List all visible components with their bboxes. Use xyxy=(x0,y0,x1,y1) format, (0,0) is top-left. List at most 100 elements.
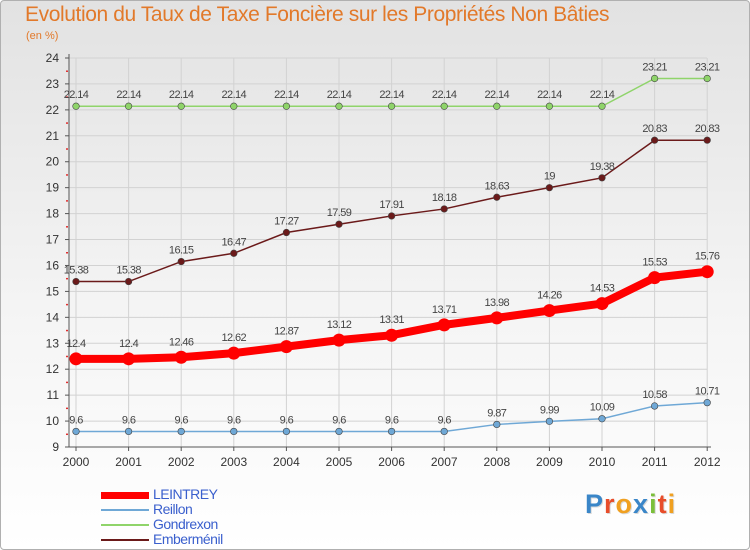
data-point xyxy=(332,333,346,347)
y-minor-tick xyxy=(66,381,68,384)
data-point xyxy=(388,212,396,220)
data-label: 9.6 xyxy=(385,414,399,426)
legend-swatch xyxy=(101,491,149,499)
data-label: 16.47 xyxy=(222,236,247,248)
y-minor-tick xyxy=(66,252,68,254)
y-minor-tick xyxy=(66,277,68,280)
series-lines xyxy=(69,74,714,436)
y-tick-label: 11 xyxy=(47,388,60,402)
y-tick-label: 22 xyxy=(46,103,60,117)
data-label: 22.14 xyxy=(169,89,194,101)
x-tick-label: 2009 xyxy=(536,455,563,469)
data-point xyxy=(545,417,554,425)
x-tick-label: 2008 xyxy=(483,455,510,469)
data-label: 18.63 xyxy=(485,180,510,192)
data-label: 9.6 xyxy=(227,414,241,426)
y-minor-tick xyxy=(66,407,68,410)
data-point xyxy=(598,102,606,110)
data-point xyxy=(493,193,501,201)
data-point xyxy=(648,271,662,285)
data-label: 9.87 xyxy=(487,407,506,419)
data-point xyxy=(72,427,80,436)
data-point xyxy=(650,74,659,83)
data-label: 22.14 xyxy=(485,89,510,101)
data-label: 18.18 xyxy=(432,192,457,204)
data-label: 23.21 xyxy=(695,61,720,73)
data-label: 14.26 xyxy=(537,290,562,302)
data-label: 13.71 xyxy=(432,304,457,316)
y-minor-tick xyxy=(66,226,68,228)
data-label: 22.14 xyxy=(432,89,457,101)
data-label: 22.14 xyxy=(537,89,562,101)
data-point xyxy=(177,427,185,436)
data-point xyxy=(703,399,711,407)
data-point xyxy=(230,249,238,257)
x-tick-label: 2000 xyxy=(63,455,90,469)
data-label: 9.6 xyxy=(122,414,136,426)
data-label: 9.6 xyxy=(437,414,451,426)
y-tick-label: 17 xyxy=(46,233,60,247)
legend-swatch xyxy=(101,539,149,541)
data-label: 22.14 xyxy=(379,89,404,101)
data-point xyxy=(227,346,241,360)
data-label: 22.14 xyxy=(222,89,247,101)
data-point xyxy=(177,257,185,266)
x-tick-label: 2011 xyxy=(642,455,668,469)
data-label: 22.14 xyxy=(274,89,299,101)
x-tick-label: 2003 xyxy=(220,455,247,469)
data-point xyxy=(230,102,238,110)
data-point xyxy=(545,102,554,110)
data-point xyxy=(437,318,451,332)
data-point xyxy=(440,102,448,110)
data-label: 9.6 xyxy=(280,414,294,426)
y-minor-tick xyxy=(66,70,68,72)
data-label: 16.15 xyxy=(169,245,194,257)
data-point xyxy=(124,427,133,436)
y-tick-label: 16 xyxy=(46,258,60,272)
logo-letter: t xyxy=(657,489,668,519)
y-tick-label: 13 xyxy=(46,336,60,350)
y-minor-tick xyxy=(66,329,68,332)
data-label: 12.87 xyxy=(274,326,299,338)
x-tick-label: 2010 xyxy=(589,455,616,469)
data-point xyxy=(700,265,714,279)
data-point xyxy=(493,420,501,429)
data-labels: 9.6 9.6 9.6 9.6 9.6 9.6 9.6 9.6 9.87 9.99 10.09 10.… xyxy=(64,61,721,426)
data-point xyxy=(595,297,609,311)
data-label: 22.14 xyxy=(116,89,141,101)
data-point xyxy=(122,352,136,366)
legend-label: Emberménil xyxy=(153,531,223,547)
data-point xyxy=(440,427,448,436)
data-label: 17.91 xyxy=(379,199,404,211)
data-point xyxy=(650,136,659,144)
y-minor-tick xyxy=(66,200,68,202)
data-label: 15.38 xyxy=(116,265,141,277)
data-point xyxy=(335,427,343,436)
data-point xyxy=(177,102,185,110)
y-tick-label: 18 xyxy=(46,207,60,221)
y-minor-tick xyxy=(66,174,68,176)
data-label: 13.12 xyxy=(327,319,352,331)
legend-label: Gondrexon xyxy=(153,516,218,532)
logo-letter: P xyxy=(585,489,605,519)
data-label: 13.98 xyxy=(485,297,510,309)
logo-letter: o xyxy=(615,489,634,519)
data-point xyxy=(542,304,556,318)
y-tick-label: 19 xyxy=(46,181,60,195)
data-point xyxy=(230,427,238,436)
data-label: 15.38 xyxy=(64,265,89,277)
data-label: 9.6 xyxy=(332,414,346,426)
y-tick-label: 24 xyxy=(46,51,60,65)
x-tick-label: 2007 xyxy=(431,455,458,469)
data-point xyxy=(703,74,711,83)
logo-letter: r xyxy=(604,489,616,519)
y-minor-tick xyxy=(66,303,68,306)
y-tick-label: 14 xyxy=(46,310,60,324)
data-point xyxy=(124,277,133,286)
data-label: 20.83 xyxy=(642,123,667,135)
data-label: 19 xyxy=(544,171,556,183)
logo-letter: x xyxy=(633,489,650,519)
data-label: 9.6 xyxy=(69,414,83,426)
